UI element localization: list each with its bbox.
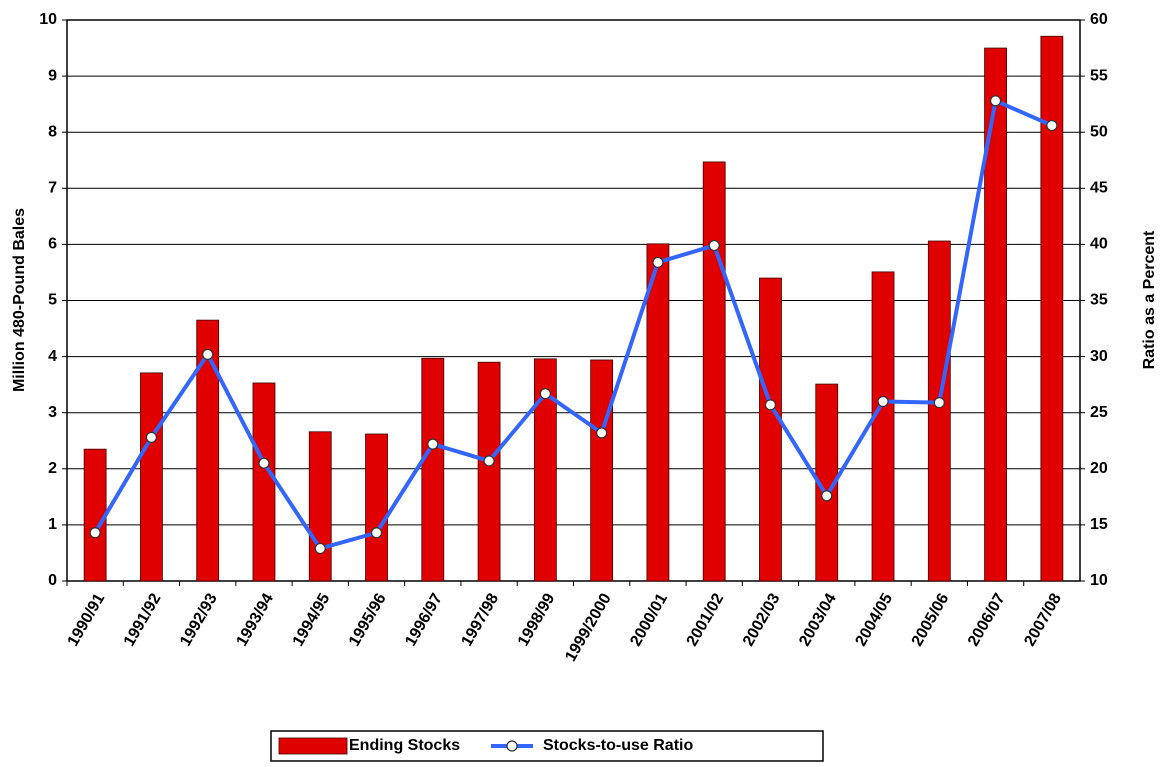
bar xyxy=(533,358,557,582)
line-marker xyxy=(877,395,889,408)
y-tick-label: 8 xyxy=(48,123,57,140)
y-tick-label: 9 xyxy=(48,67,57,84)
bar xyxy=(83,448,107,582)
legend-label: Stocks-to-use Ratio xyxy=(543,737,693,754)
y-tick-label: 3 xyxy=(48,404,57,421)
line-marker xyxy=(821,490,833,502)
legend-label: Ending Stocks xyxy=(349,737,460,754)
line-marker xyxy=(89,527,101,539)
y-tick-label: 5 xyxy=(48,292,57,309)
line-marker xyxy=(483,455,495,467)
line-marker xyxy=(652,256,664,268)
legend-box xyxy=(270,730,824,762)
bar xyxy=(1040,35,1064,582)
y2-tick-label: 60 xyxy=(1090,11,1108,28)
y2-tick-label: 15 xyxy=(1090,516,1108,533)
line-marker xyxy=(764,399,777,411)
y2-tick-label: 25 xyxy=(1090,404,1108,421)
line-marker xyxy=(708,239,720,252)
y-tick-label: 1 xyxy=(48,516,57,533)
y-tick-label: 0 xyxy=(48,572,57,589)
y2-tick-label: 35 xyxy=(1090,292,1108,309)
y-tick-label: 2 xyxy=(48,460,57,477)
y-axis-title: Million 480-Pound Bales xyxy=(11,208,28,392)
y-tick-label: 10 xyxy=(39,11,57,28)
bar xyxy=(365,433,388,582)
bar xyxy=(421,357,445,582)
line-marker xyxy=(1046,119,1058,132)
y2-tick-label: 50 xyxy=(1090,123,1108,140)
y-tick-label: 4 xyxy=(48,348,57,365)
bar xyxy=(815,383,839,582)
y2-tick-label: 10 xyxy=(1090,572,1108,589)
line-marker xyxy=(314,542,326,555)
line-marker xyxy=(202,348,214,360)
line-marker xyxy=(370,527,383,539)
bar xyxy=(984,47,1007,582)
bar xyxy=(646,243,670,582)
line xyxy=(93,98,1053,551)
line-marker xyxy=(596,427,608,439)
y2-tick-label: 40 xyxy=(1090,236,1108,253)
y2-tick-label: 55 xyxy=(1090,67,1108,84)
y2-tick-label: 20 xyxy=(1090,460,1108,477)
line-marker xyxy=(145,431,158,443)
bar xyxy=(927,240,951,582)
y-tick-label: 6 xyxy=(48,236,57,253)
y-tick-label: 7 xyxy=(48,180,57,197)
bar xyxy=(871,271,895,582)
bar xyxy=(140,372,163,582)
bar xyxy=(196,319,220,582)
y2-tick-label: 45 xyxy=(1090,180,1108,197)
y2-tick-label: 30 xyxy=(1090,348,1108,365)
bar xyxy=(759,277,782,582)
legend-swatch xyxy=(278,737,348,755)
bar xyxy=(590,359,614,582)
y2-axis-title: Ratio as a Percent xyxy=(1141,230,1158,369)
bar xyxy=(308,431,332,582)
line-marker xyxy=(539,388,551,400)
bar xyxy=(252,382,276,582)
bar xyxy=(702,161,726,582)
bar xyxy=(477,361,501,582)
legend-marker xyxy=(506,740,518,752)
line-marker xyxy=(933,397,945,409)
line-marker xyxy=(258,457,270,469)
line-marker xyxy=(427,438,439,450)
line-marker xyxy=(989,95,1002,107)
